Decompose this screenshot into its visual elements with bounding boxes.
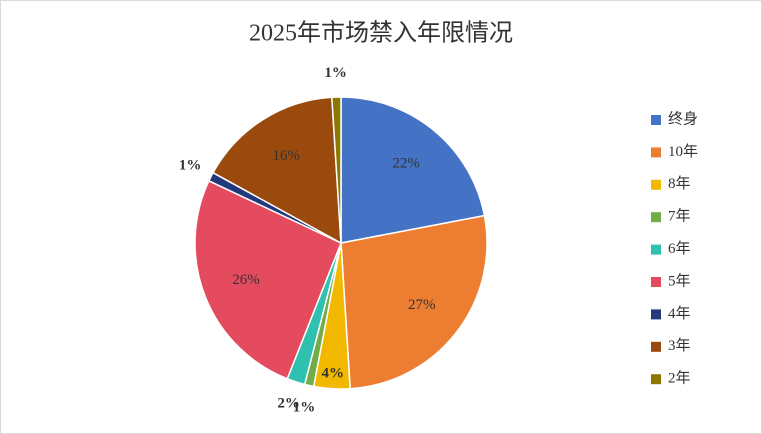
legend-label: 10年 (668, 143, 698, 160)
data-label: 22% (392, 156, 420, 172)
legend-swatch (651, 341, 661, 352)
data-label: 26% (232, 272, 260, 288)
legend-label: 5年 (668, 272, 691, 289)
data-label: 16% (272, 148, 300, 164)
legend-label: 4年 (668, 305, 691, 322)
pie-slice (331, 96, 342, 244)
legend-label: 6年 (668, 240, 691, 257)
pie-slice (340, 96, 486, 244)
legend-swatch (651, 374, 661, 385)
legend-label: 3年 (668, 337, 691, 354)
data-label: 1% (179, 158, 202, 174)
data-label: 4% (321, 366, 344, 382)
data-label: 1% (324, 65, 347, 81)
legend-swatch (651, 147, 661, 158)
data-label: 1% (293, 400, 316, 416)
legend-label: 7年 (668, 208, 691, 225)
data-label: 2% (277, 396, 300, 412)
pie-slice (212, 96, 342, 245)
legend-swatch (651, 277, 661, 287)
chart-title: 2025年市场禁入年限情况 (249, 20, 513, 47)
legend-swatch (651, 179, 661, 190)
data-label: 27% (408, 297, 436, 313)
legend-swatch (651, 309, 661, 320)
pie-slice (194, 179, 342, 380)
pie-slice (340, 214, 488, 390)
legend-label: 终身 (668, 110, 698, 127)
legend-label: 2年 (668, 370, 691, 387)
legend-swatch (651, 212, 661, 223)
legend-swatch (651, 115, 661, 125)
legend-label: 8年 (668, 175, 691, 192)
legend-swatch (651, 244, 661, 255)
